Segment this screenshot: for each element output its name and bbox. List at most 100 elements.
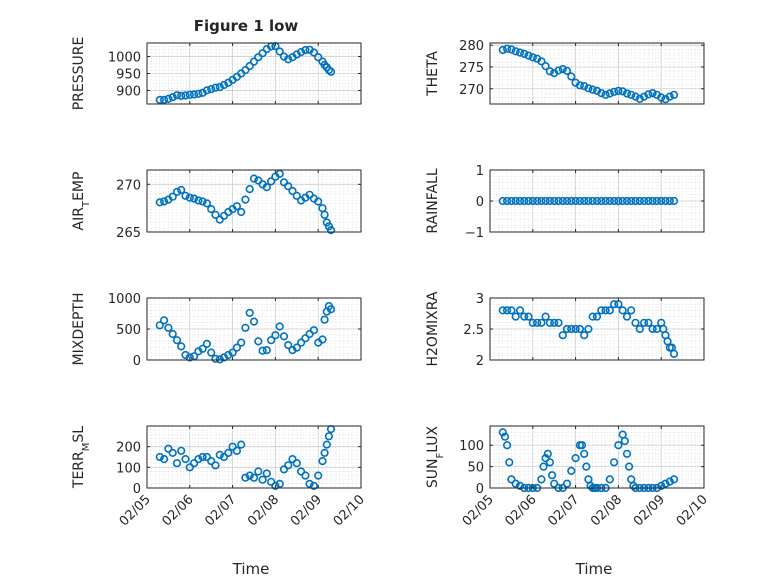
data-point <box>254 53 263 62</box>
data-point <box>515 306 525 315</box>
data-point <box>314 471 323 480</box>
data-point <box>580 449 589 458</box>
data-point <box>554 66 563 75</box>
data-point <box>592 196 602 206</box>
data-point <box>194 196 203 205</box>
data-point <box>309 481 319 491</box>
y-axis-label: H2OMIXRA <box>425 291 441 366</box>
data-point <box>215 355 224 364</box>
data-point <box>279 465 289 474</box>
data-point <box>605 475 614 484</box>
data-point <box>288 455 297 464</box>
x-axis-label-left: Time <box>232 560 270 578</box>
data-point <box>275 322 284 331</box>
y-tick-label: 270 <box>116 178 141 193</box>
data-point <box>605 196 614 206</box>
data-point <box>657 196 666 206</box>
data-point <box>503 44 512 53</box>
data-point <box>624 462 634 471</box>
data-point <box>181 191 190 200</box>
data-point <box>284 182 293 191</box>
axes-frame <box>489 42 705 105</box>
data-point <box>639 92 649 101</box>
data-point <box>567 466 576 476</box>
x-axis-label-right: Time <box>575 560 613 578</box>
data-point <box>160 455 169 464</box>
data-point <box>314 197 323 206</box>
data-point <box>160 316 169 325</box>
y-tick-label: 950 <box>116 68 141 83</box>
data-point <box>537 196 546 206</box>
data-point <box>639 196 649 206</box>
y-axis-label: PRESSURE <box>71 37 87 111</box>
data-point <box>520 312 529 321</box>
data-point <box>601 196 610 206</box>
data-point <box>498 428 507 437</box>
data-point <box>211 354 220 363</box>
data-point <box>198 452 207 462</box>
data-point <box>657 481 666 491</box>
data-point <box>326 67 336 76</box>
data-point <box>543 449 552 458</box>
y-tick-label: 200 <box>116 441 141 456</box>
data-point <box>657 93 666 102</box>
data-point <box>249 473 259 482</box>
data-point <box>609 458 619 467</box>
data-point <box>550 318 559 327</box>
data-point <box>669 349 679 358</box>
data-point <box>609 300 619 309</box>
y-axis-label: MIXDEPTH <box>71 293 87 366</box>
data-point <box>665 477 674 486</box>
data-point <box>249 174 259 183</box>
y-tick-label: 2.5 <box>463 323 484 338</box>
data-point <box>279 332 289 341</box>
data-point <box>507 196 516 206</box>
data-point <box>301 45 310 55</box>
data-point <box>198 197 207 206</box>
data-point <box>665 92 674 101</box>
data-point <box>580 196 589 206</box>
y-tick-label: 0 <box>476 195 484 210</box>
data-point <box>562 66 572 75</box>
data-point <box>592 312 602 321</box>
data-point <box>575 81 585 90</box>
data-point <box>639 318 649 327</box>
data-point <box>537 475 546 484</box>
data-point <box>532 196 542 206</box>
data-point <box>601 306 610 315</box>
subplot-mixdepth: 0 500 1000 MIXDEPTH <box>71 292 362 369</box>
data-point <box>580 81 589 91</box>
data-point <box>232 446 241 455</box>
data-point <box>262 469 271 478</box>
data-point <box>314 53 323 62</box>
data-point <box>665 196 674 206</box>
data-point <box>584 84 593 93</box>
data-point <box>601 90 610 99</box>
data-point <box>275 47 284 56</box>
data-point <box>177 185 186 195</box>
data-point <box>237 338 246 347</box>
data-point <box>245 308 254 318</box>
figure-title: Figure 1 low <box>194 17 299 35</box>
subplot-air_temp: 265 270 AIRTEMP <box>71 169 362 241</box>
data-point <box>582 462 591 471</box>
data-point <box>284 341 293 350</box>
data-point <box>515 196 525 206</box>
data-point <box>181 91 190 100</box>
data-point <box>609 196 619 206</box>
y-tick-label: 0 <box>133 354 141 369</box>
data-point <box>190 90 199 99</box>
data-point <box>618 87 627 96</box>
data-point <box>320 315 329 324</box>
data-point <box>258 49 267 58</box>
data-point <box>588 312 597 321</box>
data-point <box>605 306 614 315</box>
data-point <box>177 446 186 455</box>
data-point <box>211 210 220 219</box>
data-point <box>614 441 623 450</box>
data-point <box>528 53 537 62</box>
data-point <box>507 306 516 315</box>
data-point <box>164 323 173 332</box>
data-point <box>644 90 653 99</box>
